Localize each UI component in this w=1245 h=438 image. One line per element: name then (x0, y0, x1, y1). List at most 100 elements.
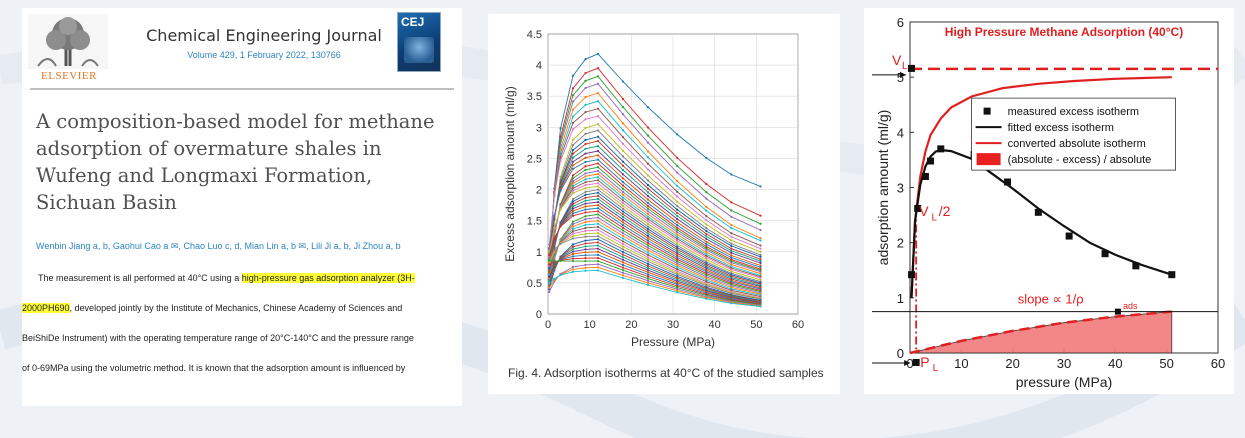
isotherm-point (759, 261, 762, 265)
isotherm-point (705, 280, 708, 283)
body-line-1-text: The measurement is all performed at 40°C… (38, 273, 242, 283)
isotherm-point (596, 204, 600, 207)
y-tick-label: 4 (897, 125, 904, 140)
y-tick-label: 2 (897, 236, 904, 251)
isotherm-point (559, 127, 562, 130)
isotherm-point (621, 237, 625, 240)
isotherm-point (705, 264, 708, 267)
header-divider (30, 88, 454, 90)
isotherm-point (553, 248, 556, 251)
isotherm-point (676, 228, 679, 231)
isotherm-point (548, 279, 551, 283)
isotherm-point (676, 246, 679, 249)
isotherm-point (676, 239, 679, 242)
isotherm-point (730, 261, 733, 264)
isotherm-point (584, 190, 587, 193)
legend-box (971, 97, 1176, 171)
isotherm-point (548, 282, 551, 285)
isotherm-point (676, 275, 679, 278)
isotherm-point (548, 290, 551, 294)
isotherm-point (584, 58, 587, 61)
isotherm-point (646, 244, 650, 247)
isotherm-point (646, 237, 650, 240)
isotherm-point (646, 134, 650, 137)
isotherm-point (646, 215, 650, 218)
isotherm-point (759, 260, 762, 263)
isotherm-point (676, 266, 679, 269)
isotherm-point (596, 194, 600, 197)
pl-arrow-head (904, 360, 911, 366)
authors-text[interactable]: Wenbin Jiang a, b, Gaohui Cao a ✉, Chao … (36, 241, 401, 251)
isotherm-point (676, 214, 679, 218)
measured-point (1004, 178, 1012, 186)
isotherm-point (621, 80, 625, 83)
isotherm-point (571, 115, 575, 118)
isotherm-point (559, 159, 562, 162)
isotherm-point (548, 267, 551, 270)
isotherm-point (621, 223, 625, 227)
isotherm-point (676, 164, 679, 167)
isotherm-point (548, 253, 551, 257)
y-tick-label: 3 (536, 122, 542, 134)
author-list[interactable]: Wenbin Jiang a, b, Gaohui Cao a ✉, Chao … (36, 241, 466, 252)
figure-caption: Fig. 4. Adsorption isotherms at 40°C of … (508, 366, 824, 380)
isotherm-point (705, 270, 708, 273)
y-tick-label: 3 (897, 181, 904, 196)
isotherm-point (596, 263, 600, 266)
isotherm-point (730, 270, 733, 273)
isotherm-point (621, 168, 625, 172)
isotherm-point (548, 256, 551, 259)
y-tick-label: 1 (897, 291, 904, 306)
isotherm-point (621, 256, 625, 259)
isotherm-point (621, 271, 625, 274)
isotherm-point (571, 250, 575, 253)
isotherm-point (584, 251, 587, 254)
isotherm-point (596, 222, 600, 225)
isotherm-point (705, 254, 708, 258)
isotherm-point (646, 266, 650, 270)
isotherm-point (584, 208, 587, 211)
isotherm-point (621, 177, 625, 180)
isotherm-point (676, 133, 679, 136)
isotherm-point (548, 263, 551, 266)
isotherm-point (730, 263, 733, 266)
isotherm-point (596, 179, 600, 182)
isotherm-point (584, 269, 587, 272)
isotherm-point (646, 283, 650, 287)
isotherm-point (621, 187, 625, 190)
isotherm-point (571, 202, 575, 205)
measured-point (1065, 232, 1073, 240)
isotherm-point (705, 277, 708, 280)
isotherm-point (596, 92, 600, 95)
isotherm-point (621, 232, 625, 235)
isotherm-point (621, 269, 625, 272)
isotherm-point (705, 275, 708, 278)
y-tick-label: 0 (536, 309, 542, 321)
isotherm-point (646, 262, 650, 265)
isotherm-point (571, 225, 575, 228)
isotherm-point (759, 258, 762, 261)
isotherm-point (571, 270, 575, 273)
isotherm-point (584, 232, 587, 235)
isotherm-point (584, 175, 587, 178)
isotherm-point (621, 221, 625, 224)
isotherm-point (705, 251, 708, 254)
isotherm-line (548, 185, 761, 281)
isotherm-point (646, 239, 650, 242)
isotherm-point (571, 237, 575, 240)
isotherm-point (646, 150, 650, 153)
legend-marker (983, 107, 991, 115)
isotherm-point (596, 172, 600, 176)
isotherm-point (571, 268, 575, 271)
isotherm-point (705, 219, 708, 222)
isotherm-point (584, 160, 587, 163)
isotherm-point (705, 267, 708, 270)
journal-volume[interactable]: Volume 429, 1 February 2022, 130766 (187, 50, 341, 60)
journal-cover-thumbnail[interactable]: CEJ (397, 12, 441, 72)
body-line-1: The measurement is all performed at 40°C… (22, 263, 484, 293)
isotherm-point (553, 277, 556, 280)
isotherm-point (621, 173, 625, 176)
journal-name[interactable]: Chemical Engineering Journal (146, 26, 382, 45)
isotherm-point (730, 201, 733, 204)
isotherm-point (676, 284, 679, 288)
